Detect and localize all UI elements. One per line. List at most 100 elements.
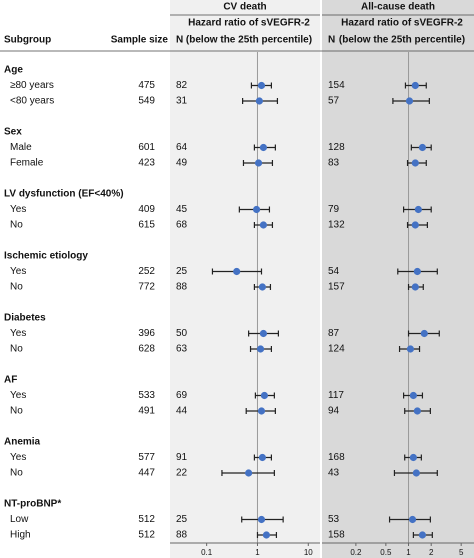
hazard-ratio-point <box>262 531 271 539</box>
group-title: Age <box>4 65 23 76</box>
hazard-ratio-point <box>412 469 420 477</box>
x-tick-label: 1 <box>255 548 260 557</box>
hazard-ratio-point <box>409 391 417 400</box>
x-tick-label: 10 <box>304 548 313 557</box>
sample-size: 615 <box>138 220 155 231</box>
n-value: 31 <box>176 96 188 107</box>
n-value: 88 <box>176 282 188 293</box>
group-title: LV dysfunction (EF<40%) <box>4 189 124 200</box>
row-label: No <box>10 468 23 479</box>
x-tick-label: 0.1 <box>201 548 213 557</box>
n-value: 158 <box>328 530 345 541</box>
row-label: No <box>10 282 23 293</box>
panel-label: Hazard ratio of sVEGFR-2 <box>341 18 463 29</box>
row-label: No <box>10 344 23 355</box>
n-value: 22 <box>176 468 188 479</box>
sample-size: 491 <box>138 406 155 417</box>
n-value: 91 <box>176 452 188 463</box>
n-value: 25 <box>176 266 188 277</box>
n-value: 69 <box>176 390 188 401</box>
sample-size: 628 <box>138 344 155 355</box>
x-tick-label: 1 <box>406 548 411 557</box>
hazard-ratio-point <box>256 345 265 353</box>
hazard-ratio-point <box>254 159 263 167</box>
n-value: 154 <box>328 80 345 91</box>
hazard-ratio-point <box>252 205 261 214</box>
hazard-ratio-point <box>245 469 253 477</box>
hazard-ratio-point <box>259 329 268 338</box>
hazard-ratio-point <box>233 267 241 276</box>
hazard-ratio-point <box>258 453 266 462</box>
hazard-ratio-point <box>406 345 415 353</box>
hazard-ratio-point <box>405 97 414 105</box>
group-title: NT-proBNP* <box>4 499 61 510</box>
n-value: 157 <box>328 282 345 293</box>
hazard-ratio-point <box>255 97 263 105</box>
sample-size: 549 <box>138 96 155 107</box>
hazard-ratio-point <box>414 205 422 214</box>
n-value: 54 <box>328 266 340 277</box>
sample-size: 533 <box>138 390 155 401</box>
hazard-ratio-point <box>257 81 266 90</box>
sample-size: 512 <box>138 530 155 541</box>
sample-size: 475 <box>138 80 155 91</box>
hazard-ratio-point <box>411 81 419 90</box>
row-label: No <box>10 220 23 231</box>
n-value: 53 <box>328 514 340 525</box>
n-value: 44 <box>176 406 188 417</box>
group-title: Anemia <box>4 437 41 448</box>
sample-size: 772 <box>138 282 155 293</box>
n-value: 68 <box>176 220 188 231</box>
n-value: 25 <box>176 514 188 525</box>
hazard-ratio-point <box>411 159 419 167</box>
n-value: 43 <box>328 468 340 479</box>
hazard-ratio-point <box>418 531 427 539</box>
sample-size: 396 <box>138 328 155 339</box>
row-label: Yes <box>10 328 26 339</box>
n-value: 128 <box>328 142 345 153</box>
row-label: Yes <box>10 204 26 215</box>
row-label: Yes <box>10 266 26 277</box>
n-value: 94 <box>328 406 340 417</box>
n-value: 87 <box>328 328 340 339</box>
x-tick-label: 0.2 <box>350 548 362 557</box>
hazard-ratio-point <box>411 221 419 229</box>
hazard-ratio-point <box>411 283 419 291</box>
panel-label: (below the 25th percentile) <box>339 35 465 46</box>
sample-size: 409 <box>138 204 155 215</box>
x-tick-label: 0.5 <box>380 548 392 557</box>
row-label: <80 years <box>10 96 54 107</box>
sample-size-header: Sample size <box>111 35 169 46</box>
hazard-ratio-point <box>258 283 266 291</box>
n-value: 57 <box>328 96 340 107</box>
panel-background <box>322 0 474 558</box>
sample-size: 447 <box>138 468 155 479</box>
x-tick-label: 2 <box>429 548 434 557</box>
hazard-ratio-point <box>257 407 266 415</box>
row-label: Low <box>10 514 29 525</box>
hazard-ratio-point <box>260 391 269 400</box>
sample-size: 512 <box>138 514 155 525</box>
sample-size: 423 <box>138 158 155 169</box>
hazard-ratio-point <box>413 407 421 415</box>
x-tick-label: 5 <box>459 548 464 557</box>
n-value: 82 <box>176 80 188 91</box>
panel-label: Hazard ratio of sVEGFR-2 <box>188 18 310 29</box>
n-value: 45 <box>176 204 188 215</box>
n-value: 117 <box>328 390 344 401</box>
panel-background <box>170 0 320 558</box>
row-label: Yes <box>10 452 26 463</box>
n-value: 83 <box>328 158 340 169</box>
row-label: Male <box>10 142 32 153</box>
hazard-ratio-point <box>408 515 417 524</box>
n-value: 79 <box>328 204 340 215</box>
group-title: Diabetes <box>4 313 46 324</box>
n-header: N <box>328 35 335 46</box>
n-value: 63 <box>176 344 188 355</box>
group-title: Sex <box>4 127 22 138</box>
row-label: Female <box>10 158 44 169</box>
row-label: High <box>10 530 31 541</box>
panel-title: CV death <box>223 2 266 13</box>
n-value: 168 <box>328 452 345 463</box>
